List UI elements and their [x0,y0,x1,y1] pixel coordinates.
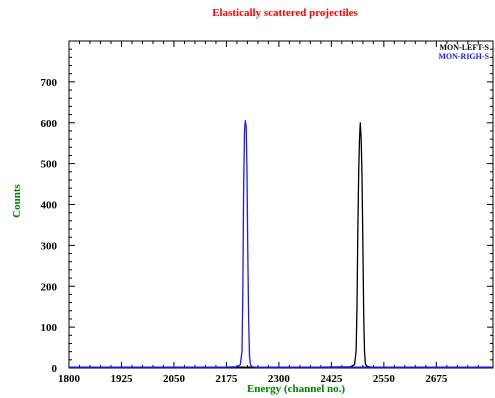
series-line [69,120,493,368]
plot-frame [68,40,494,369]
x-tick-label: 1800 [58,373,81,385]
y-axis: 0 100 200 300 400 500 600 700 [41,48,493,375]
y-tick-label: 500 [41,159,58,171]
y-tick-label: 600 [41,118,58,130]
series-layer [69,120,493,368]
x-tick-label: 2550 [373,373,396,385]
series-line [69,122,493,368]
x-tick-label: 2300 [268,373,291,385]
x-tick-label: 2175 [215,373,238,385]
legend-entry: MON-RIGH-S [438,52,489,61]
y-tick-label: 200 [41,281,58,293]
x-axis: 1800 1925 2050 2175 2300 2425 2550 2675 [58,41,479,385]
y-tick-label: 100 [41,322,58,334]
x-tick-label: 1925 [110,373,133,385]
x-tick-label: 2425 [320,373,343,385]
y-tick-label: 300 [41,240,58,252]
y-tick-label: 400 [41,200,58,212]
x-tick-label: 2050 [163,373,186,385]
y-tick-label: 0 [52,363,58,375]
legend-entry: MON-LEFT-S [440,43,490,52]
x-tick-label: 2675 [425,373,448,385]
y-tick-label: 700 [41,77,58,89]
chart-title: Elastically scattered projectiles [212,7,358,19]
x-axis-label: Energy (channel no.) [247,383,345,395]
y-axis-label: Counts [11,183,23,217]
